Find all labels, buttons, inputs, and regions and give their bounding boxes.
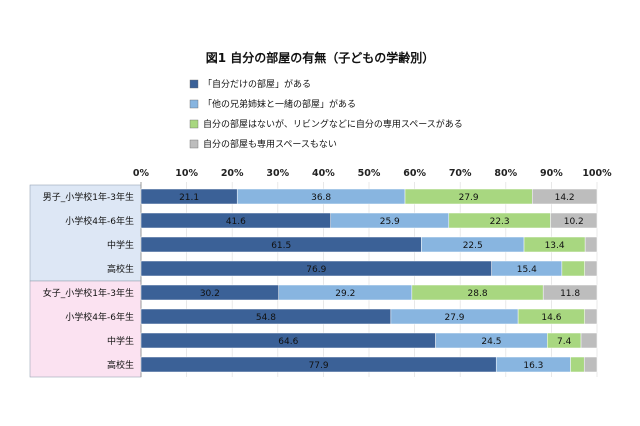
group-bands — [29, 184, 142, 378]
bar-segment — [584, 308, 598, 325]
x-tick-label: 70% — [449, 168, 472, 179]
data-label: 64.6 — [278, 337, 298, 347]
legend-swatch — [189, 139, 199, 149]
x-tick-label: 40% — [312, 168, 335, 179]
x-tick-label: 60% — [403, 168, 426, 179]
data-label: 24.5 — [481, 337, 501, 347]
bar-segment — [570, 356, 585, 373]
data-label: 54.8 — [256, 313, 276, 323]
category-label: 男子_小学校1年-3年生 — [43, 191, 134, 203]
data-label: 36.8 — [311, 193, 331, 203]
group-band — [29, 184, 142, 282]
category-label: 小学校4年-6年生 — [65, 311, 134, 323]
data-label: 10.2 — [564, 217, 584, 227]
legend-swatch — [189, 119, 199, 129]
bar-segment — [584, 260, 598, 277]
data-label: 13.4 — [545, 241, 565, 251]
x-tick-label: 100% — [582, 168, 612, 179]
legend-swatch — [189, 79, 199, 89]
bar-segment — [531, 188, 598, 205]
data-label: 25.9 — [380, 217, 400, 227]
category-label: 高校生 — [107, 263, 134, 275]
chart-title: 図1 自分の部屋の有無（子どもの学齢別） — [206, 50, 435, 65]
data-label: 16.3 — [523, 361, 543, 371]
data-label: 29.2 — [335, 289, 355, 299]
bar-segment — [583, 356, 598, 373]
group-band — [29, 280, 142, 378]
x-tick-label: 90% — [540, 168, 563, 179]
legend-swatch — [189, 99, 199, 109]
x-tick-label: 30% — [266, 168, 289, 179]
legend-label: 「他の兄弟姉妹と一緒の部屋」がある — [203, 98, 356, 110]
bar-segment — [580, 332, 598, 349]
category-labels: 男子_小学校1年-3年生小学校4年-6年生中学生高校生女子_小学校1年-3年生小… — [43, 191, 134, 371]
x-tick-label: 80% — [494, 168, 517, 179]
data-label: 77.9 — [309, 361, 329, 371]
legend-label: 自分の部屋も専用スペースもない — [203, 138, 337, 150]
data-label: 22.3 — [490, 217, 510, 227]
data-label: 14.6 — [541, 313, 561, 323]
data-label: 21.1 — [179, 193, 199, 203]
data-label: 41.6 — [226, 217, 246, 227]
data-label: 27.9 — [444, 313, 464, 323]
data-label: 28.8 — [468, 289, 488, 299]
legend-label: 自分の部屋はないが、リビングなどに自分の専用スペースがある — [203, 118, 463, 130]
legend-label: 「自分だけの部屋」がある — [203, 78, 311, 90]
data-label: 22.5 — [463, 241, 483, 251]
data-label: 11.8 — [560, 289, 580, 299]
bar-segment — [550, 212, 598, 229]
category-label: 高校生 — [107, 359, 134, 371]
legend: 「自分だけの部屋」がある「他の兄弟姉妹と一緒の部屋」がある自分の部屋はないが、リ… — [189, 78, 463, 150]
data-label: 15.4 — [517, 265, 537, 275]
bar-segment — [584, 236, 598, 253]
category-label: 中学生 — [107, 239, 134, 251]
data-label: 61.5 — [271, 241, 291, 251]
x-tick-label: 0% — [133, 168, 150, 179]
bar-segment — [561, 260, 585, 277]
x-tick-label: 50% — [358, 168, 381, 179]
data-label: 14.2 — [555, 193, 575, 203]
bars: 21.1 36.8 27.9 14.2 41.6 25.9 22.3 10.2 61.5 22.5… — [140, 188, 598, 373]
data-label: 7.4 — [557, 337, 572, 347]
bar-segment — [542, 284, 598, 301]
x-tick-label: 20% — [221, 168, 244, 179]
data-label: 76.9 — [306, 265, 326, 275]
x-tick-label: 10% — [175, 168, 198, 179]
data-label: 27.9 — [459, 193, 479, 203]
data-label: 30.2 — [200, 289, 220, 299]
category-label: 小学校4年-6年生 — [65, 215, 134, 227]
category-label: 女子_小学校1年-3年生 — [43, 287, 134, 299]
category-label: 中学生 — [107, 335, 134, 347]
